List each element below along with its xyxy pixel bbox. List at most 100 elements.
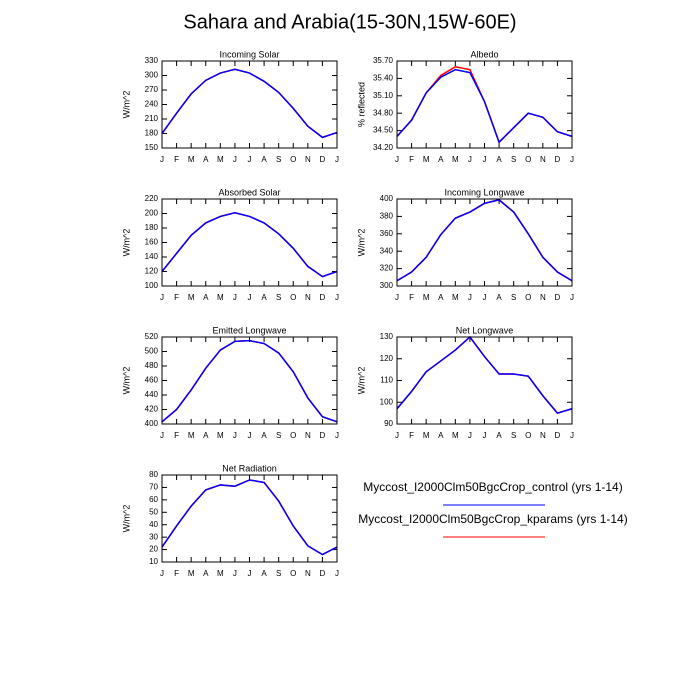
x-tick-label: D: [320, 155, 326, 164]
y-tick-label: 100: [380, 397, 394, 406]
y-tick-label: 340: [380, 246, 394, 255]
y-tick-label: 90: [384, 419, 393, 428]
x-tick-label: J: [335, 431, 339, 440]
x-tick-label: A: [496, 431, 502, 440]
y-tick-label: 400: [380, 194, 394, 203]
x-tick-label: N: [305, 431, 311, 440]
series-line: [161, 339, 338, 423]
x-tick-label: M: [217, 155, 224, 164]
y-tick-label: 200: [145, 209, 159, 218]
y-tick-label: 10: [149, 557, 158, 566]
y-tick-label: 35.70: [373, 56, 394, 65]
y-tick-label: 440: [145, 390, 159, 399]
series-line: [396, 199, 573, 282]
y-tick-label: 140: [145, 252, 159, 261]
y-tick-label: 270: [145, 85, 159, 94]
x-tick-label: N: [305, 569, 311, 578]
x-tick-label: M: [188, 293, 195, 302]
panel-title: Albedo: [470, 49, 498, 59]
y-axis-label: W/m^2: [356, 229, 366, 257]
y-tick-label: 35.10: [373, 91, 394, 100]
y-tick-label: 110: [380, 376, 393, 385]
y-tick-label: 30: [149, 532, 158, 541]
x-tick-label: J: [570, 155, 574, 164]
x-tick-label: S: [511, 293, 516, 302]
x-tick-label: J: [160, 155, 164, 164]
y-tick-label: 34.80: [373, 108, 394, 117]
y-tick-label: 420: [145, 405, 159, 414]
y-tick-label: 60: [149, 495, 158, 504]
series-line: [396, 68, 573, 144]
x-tick-label: J: [233, 431, 237, 440]
y-axis-label: W/m^2: [121, 367, 131, 395]
x-tick-label: F: [409, 293, 414, 302]
x-tick-label: J: [335, 293, 339, 302]
y-tick-label: 330: [145, 56, 159, 65]
x-tick-label: M: [452, 431, 459, 440]
panel-title: Absorbed Solar: [218, 187, 280, 197]
y-tick-label: 220: [145, 194, 159, 203]
legend-label: Myccost_I2000Clm50BgcCrop_control (yrs 1…: [363, 480, 622, 494]
plot-frame: [161, 198, 338, 287]
legend-label: Myccost_I2000Clm50BgcCrop_kparams (yrs 1…: [358, 512, 627, 526]
x-tick-label: J: [160, 569, 164, 578]
y-tick-label: 120: [380, 354, 394, 363]
x-tick-label: S: [511, 155, 516, 164]
x-tick-label: J: [483, 155, 487, 164]
x-tick-label: O: [290, 155, 296, 164]
x-tick-label: F: [409, 155, 414, 164]
y-tick-label: 320: [380, 264, 394, 273]
x-tick-label: M: [188, 569, 195, 578]
x-tick-label: A: [203, 293, 209, 302]
x-tick-label: M: [423, 155, 430, 164]
y-axis-label: W/m^2: [121, 91, 131, 119]
x-tick-label: M: [188, 155, 195, 164]
x-tick-label: N: [540, 293, 546, 302]
x-tick-label: A: [438, 431, 444, 440]
x-tick-label: A: [438, 293, 444, 302]
x-tick-label: J: [335, 155, 339, 164]
x-tick-label: A: [203, 569, 209, 578]
x-tick-label: A: [261, 431, 267, 440]
y-tick-label: 520: [145, 332, 159, 341]
panel-title: Emitted Longwave: [212, 325, 286, 335]
x-tick-label: J: [248, 293, 252, 302]
y-tick-label: 100: [145, 281, 159, 290]
x-tick-label: F: [174, 155, 179, 164]
x-tick-label: O: [290, 293, 296, 302]
x-tick-label: O: [525, 431, 531, 440]
panel-title: Incoming Longwave: [444, 187, 524, 197]
x-tick-label: M: [423, 293, 430, 302]
x-tick-label: J: [248, 569, 252, 578]
x-tick-label: M: [188, 431, 195, 440]
x-tick-label: A: [261, 293, 267, 302]
x-tick-label: M: [217, 293, 224, 302]
y-tick-label: 380: [380, 212, 394, 221]
x-tick-label: M: [217, 431, 224, 440]
y-tick-label: 120: [145, 267, 159, 276]
x-tick-label: O: [525, 293, 531, 302]
y-axis-label: W/m^2: [121, 229, 131, 257]
x-tick-label: S: [276, 431, 281, 440]
x-tick-label: J: [160, 431, 164, 440]
x-tick-label: N: [305, 293, 311, 302]
y-tick-label: 50: [149, 507, 158, 516]
y-tick-label: 40: [149, 520, 158, 529]
y-tick-label: 460: [145, 376, 159, 385]
panel-title: Net Radiation: [222, 463, 277, 473]
x-tick-label: A: [261, 155, 267, 164]
x-tick-label: N: [540, 155, 546, 164]
x-tick-label: A: [203, 155, 209, 164]
x-tick-label: A: [261, 569, 267, 578]
series-line: [161, 68, 338, 139]
x-tick-label: J: [248, 155, 252, 164]
y-tick-label: 300: [380, 281, 394, 290]
x-tick-label: J: [248, 431, 252, 440]
x-tick-label: S: [276, 569, 281, 578]
x-tick-label: D: [555, 293, 561, 302]
x-tick-label: M: [452, 293, 459, 302]
y-tick-label: 160: [145, 238, 159, 247]
y-tick-label: 34.50: [373, 126, 394, 135]
